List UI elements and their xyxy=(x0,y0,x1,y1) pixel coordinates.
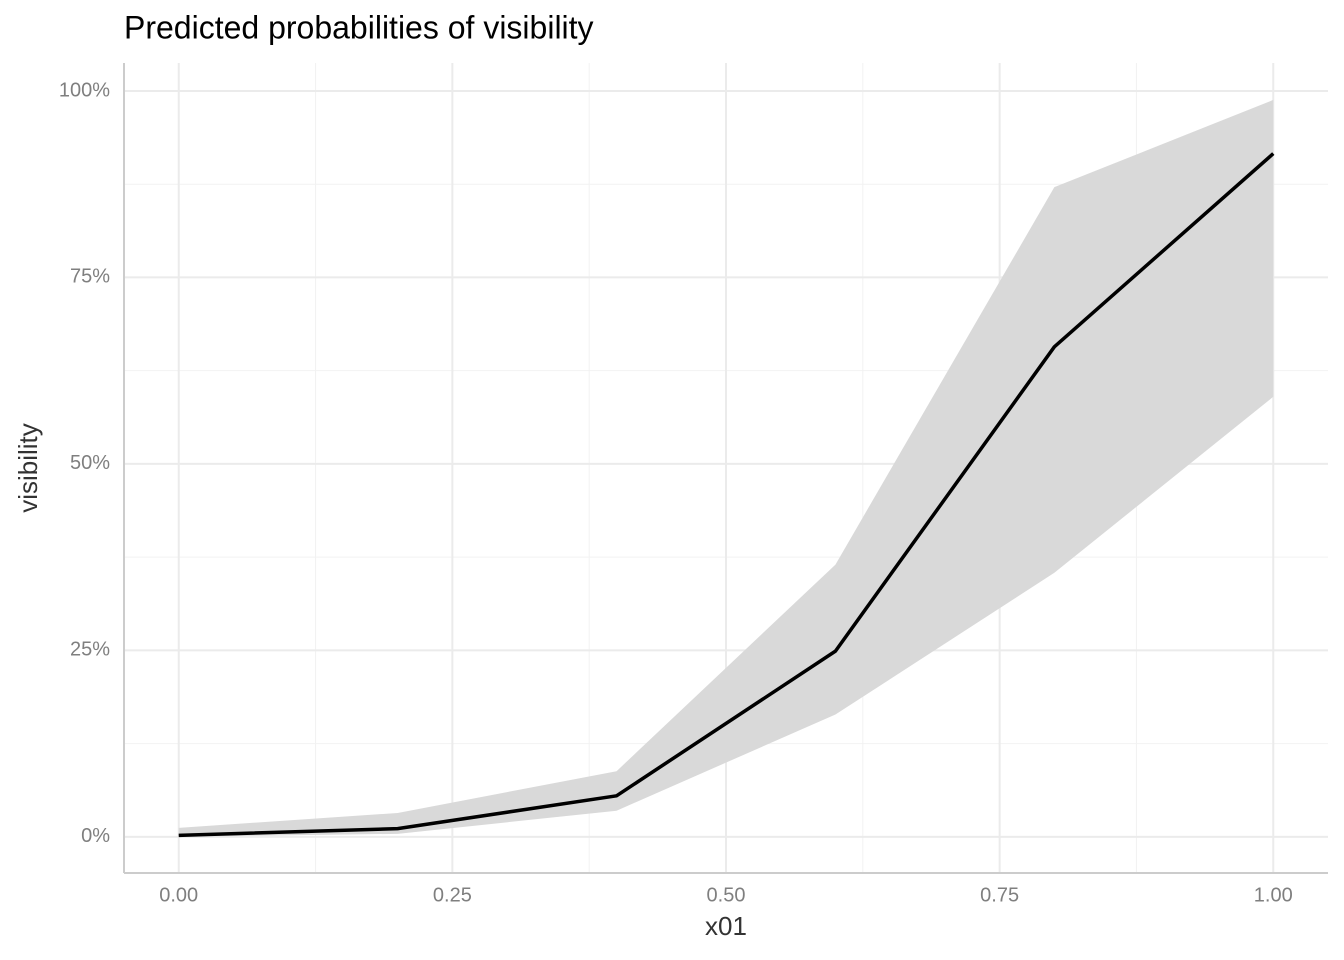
line xyxy=(178,152,1275,838)
x-tick-label: 0.50 xyxy=(707,884,746,906)
y-tick-label: 100% xyxy=(59,79,110,101)
x-tick-label: 1.00 xyxy=(1254,884,1293,906)
confidence-band xyxy=(178,99,1274,837)
x-axis-title: x01 xyxy=(705,911,747,941)
x-tick-label: 0.75 xyxy=(980,884,1019,906)
y-tick-label: 25% xyxy=(70,639,110,661)
y-axis-title: visibility xyxy=(13,423,43,513)
y-tick-label: 50% xyxy=(70,452,110,474)
y-tick-label: 75% xyxy=(70,266,110,288)
y-tick-label: 0% xyxy=(81,825,110,847)
x-tick-label: 0.25 xyxy=(433,884,472,906)
x-tick-label: 0.00 xyxy=(159,884,198,906)
chart-title: Predicted probabilities of visibility xyxy=(124,9,594,45)
